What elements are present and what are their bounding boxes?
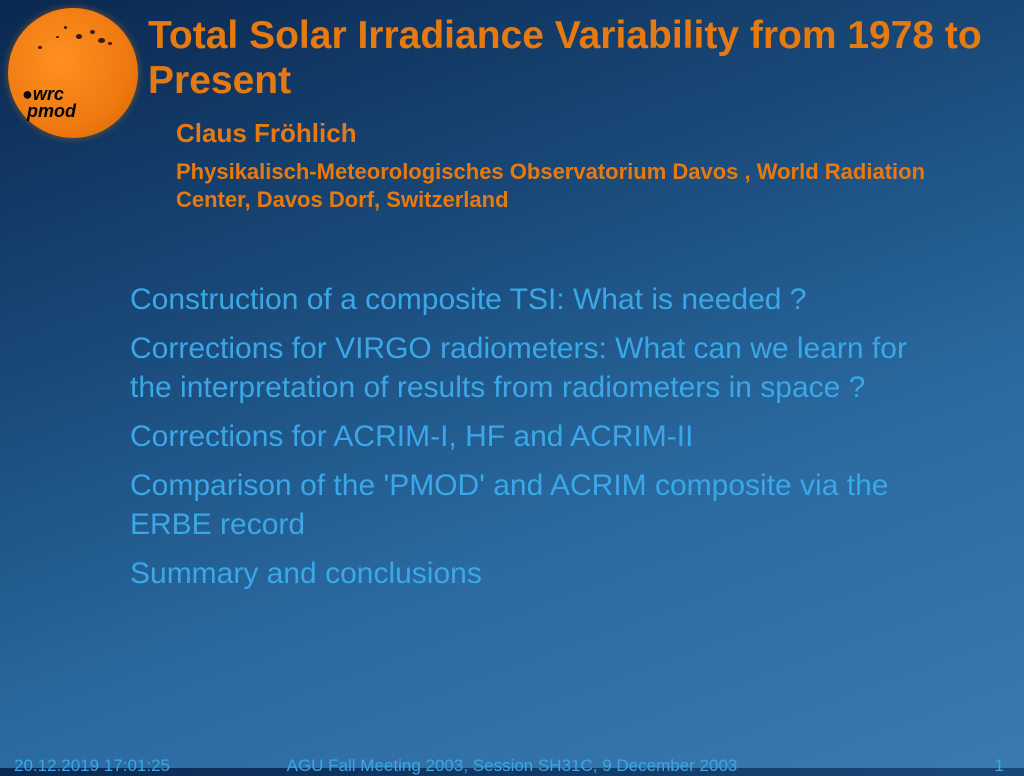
footer-page-number: 1: [995, 756, 1004, 776]
bullet-text: Corrections for ACRIM-I, HF and ACRIM-II: [130, 417, 693, 456]
affiliation-text: Physikalisch-Meteorologisches Observator…: [176, 158, 936, 213]
sunspot: [64, 26, 67, 29]
bullet-list: Construction of a composite TSI: What is…: [100, 280, 940, 603]
footer-session: AGU Fall Meeting 2003, Session SH31C, 9 …: [0, 756, 1024, 776]
sunspot: [76, 34, 82, 39]
slide-title: Total Solar Irradiance Variability from …: [148, 14, 988, 104]
sunspot: [98, 38, 105, 43]
list-item: Corrections for ACRIM-I, HF and ACRIM-II: [100, 417, 940, 456]
bullet-text: Corrections for VIRGO radiometers: What …: [130, 329, 940, 407]
author-name: Claus Fröhlich: [176, 118, 357, 149]
list-item: Construction of a composite TSI: What is…: [100, 280, 940, 319]
list-item: Corrections for VIRGO radiometers: What …: [100, 329, 940, 407]
bullet-text: Construction of a composite TSI: What is…: [130, 280, 806, 319]
list-item: Summary and conclusions: [100, 554, 940, 593]
sunspot: [38, 46, 42, 49]
bullet-text: Summary and conclusions: [130, 554, 482, 593]
list-item: Comparison of the 'PMOD' and ACRIM compo…: [100, 466, 940, 544]
sun-logo: ●wrc pmod: [8, 8, 138, 138]
logo-line2: pmod: [27, 101, 76, 121]
sunspot: [108, 42, 112, 45]
bullet-text: Comparison of the 'PMOD' and ACRIM compo…: [130, 466, 940, 544]
sunspot: [56, 36, 59, 38]
sunspot: [90, 30, 95, 34]
logo-text: ●wrc pmod: [22, 86, 76, 120]
